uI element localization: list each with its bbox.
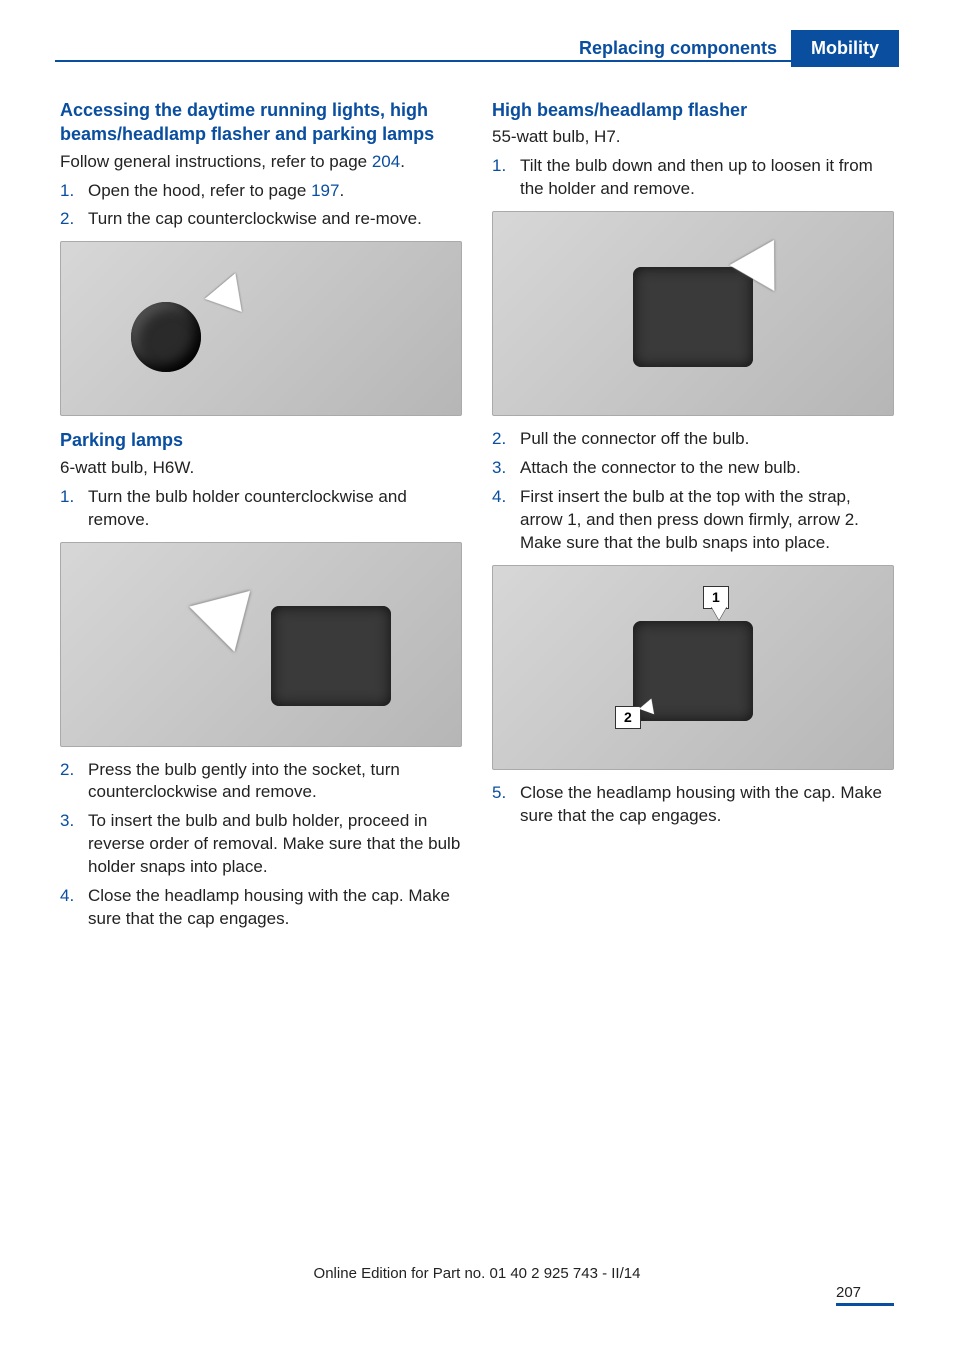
- text: Follow general instructions, refer to pa…: [60, 152, 372, 171]
- page-link-204[interactable]: 204: [372, 152, 400, 171]
- steps-parking-lamps-a: 1. Turn the bulb holder counterclockwise…: [60, 486, 462, 532]
- step-1: 1. Turn the bulb holder counterclockwise…: [60, 486, 462, 532]
- content: Accessing the daytime running lights, hi…: [60, 90, 894, 941]
- figure-insert-bulb: 1 2: [492, 565, 894, 770]
- steps-high-beams-a: 1. Tilt the bulb down and then up to loo…: [492, 155, 894, 201]
- steps-parking-lamps-b: 2. Press the bulb gently into the socket…: [60, 759, 462, 932]
- step-4: 4. First insert the bulb at the top with…: [492, 486, 894, 555]
- figure-bulb-holder: [60, 542, 462, 747]
- step-text: Close the headlamp housing with the cap.…: [88, 885, 462, 931]
- step-2: 2. Press the bulb gently into the socket…: [60, 759, 462, 805]
- step-text: First insert the bulb at the top with th…: [520, 486, 894, 555]
- step-number: 1.: [60, 180, 88, 203]
- arrow-icon: [205, 274, 257, 326]
- step-3: 3. To insert the bulb and bulb holder, p…: [60, 810, 462, 879]
- step-1: 1. Open the hood, refer to page 197.: [60, 180, 462, 203]
- para-bulb-spec: 55-watt bulb, H7.: [492, 126, 894, 149]
- cap-shape: [131, 302, 201, 372]
- step-text: Pull the connector off the bulb.: [520, 428, 894, 451]
- heading-high-beams: High beams/headlamp flasher: [492, 98, 894, 122]
- step-2: 2. Turn the cap counterclockwise and re‐…: [60, 208, 462, 231]
- step-text: Turn the bulb holder counterclockwise an…: [88, 486, 462, 532]
- step-number: 5.: [492, 782, 520, 805]
- steps-accessing: 1. Open the hood, refer to page 197. 2. …: [60, 180, 462, 232]
- step-text: Press the bulb gently into the socket, t…: [88, 759, 462, 805]
- step-5: 5. Close the headlamp housing with the c…: [492, 782, 894, 828]
- steps-high-beams-b: 2. Pull the connector off the bulb. 3. A…: [492, 428, 894, 555]
- page-number: 207: [836, 1284, 894, 1306]
- figure-cap-removal: [60, 241, 462, 416]
- step-3: 3. Attach the connector to the new bulb.: [492, 457, 894, 480]
- step-text: To insert the bulb and bulb holder, proc…: [88, 810, 462, 879]
- page-number-text: 207: [836, 1284, 861, 1301]
- step-number: 2.: [492, 428, 520, 451]
- arrow-icon: [189, 568, 273, 652]
- figure-tilt-bulb: [492, 211, 894, 416]
- assembly-shape: [633, 267, 753, 367]
- heading-parking-lamps: Parking lamps: [60, 428, 462, 452]
- step-text: Turn the cap counterclockwise and re‐mov…: [88, 208, 462, 231]
- steps-high-beams-c: 5. Close the headlamp housing with the c…: [492, 782, 894, 828]
- step-number: 1.: [60, 486, 88, 509]
- page: Replacing components Mobility Accessing …: [0, 0, 954, 1354]
- para-bulb-spec: 6-watt bulb, H6W.: [60, 457, 462, 480]
- right-column: High beams/headlamp flasher 55-watt bulb…: [492, 90, 894, 941]
- header-rule: [55, 60, 899, 62]
- step-number: 4.: [492, 486, 520, 509]
- callout-label-2: 2: [615, 706, 641, 729]
- text: Open the hood, refer to page: [88, 181, 311, 200]
- step-number: 2.: [60, 759, 88, 782]
- step-text: Attach the connector to the new bulb.: [520, 457, 894, 480]
- step-text: Tilt the bulb down and then up to loosen…: [520, 155, 894, 201]
- footer-edition: Online Edition for Part no. 01 40 2 925 …: [180, 1265, 774, 1282]
- step-number: 3.: [492, 457, 520, 480]
- text: .: [339, 181, 344, 200]
- step-2: 2. Pull the connector off the bulb.: [492, 428, 894, 451]
- left-column: Accessing the daytime running lights, hi…: [60, 90, 462, 941]
- step-number: 1.: [492, 155, 520, 178]
- para-follow-instructions: Follow general instructions, refer to pa…: [60, 151, 462, 174]
- step-text: Open the hood, refer to page 197.: [88, 180, 462, 203]
- assembly-shape: [271, 606, 391, 706]
- step-4: 4. Close the headlamp housing with the c…: [60, 885, 462, 931]
- text: .: [400, 152, 405, 171]
- page-number-bar: [836, 1303, 894, 1306]
- page-link-197[interactable]: 197: [311, 181, 339, 200]
- heading-accessing: Accessing the daytime running lights, hi…: [60, 98, 462, 147]
- step-number: 2.: [60, 208, 88, 231]
- step-1: 1. Tilt the bulb down and then up to loo…: [492, 155, 894, 201]
- step-text: Close the headlamp housing with the cap.…: [520, 782, 894, 828]
- step-number: 4.: [60, 885, 88, 908]
- step-number: 3.: [60, 810, 88, 833]
- callout-arrow-icon: [711, 606, 727, 620]
